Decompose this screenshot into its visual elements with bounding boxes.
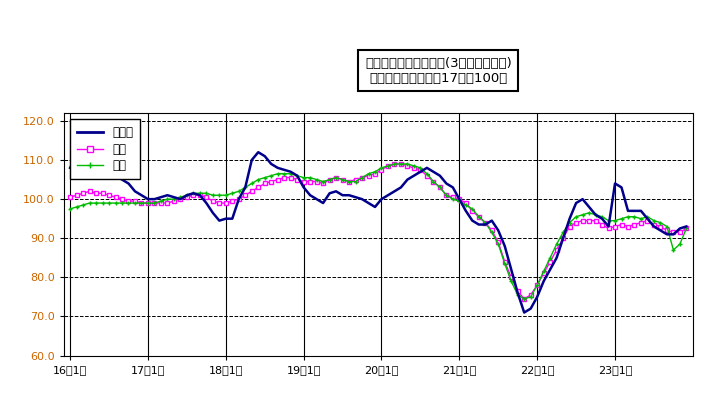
Text: 鉱工業生産指数の推移(3ヶ月移動平均)
（季節調整済、平成17年＝100）: 鉱工業生産指数の推移(3ヶ月移動平均) （季節調整済、平成17年＝100）: [365, 57, 512, 84]
Legend: 鳥取県, 中国, 全国: 鳥取県, 中国, 全国: [69, 119, 140, 179]
